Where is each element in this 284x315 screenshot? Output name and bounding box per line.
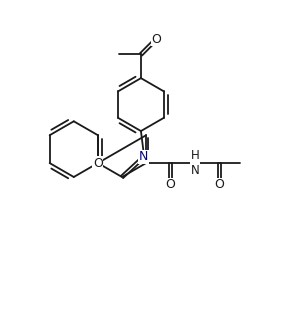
Text: H
N: H N: [191, 149, 199, 177]
Text: O: O: [151, 33, 161, 46]
Text: O: O: [166, 178, 176, 191]
Text: N: N: [139, 151, 149, 163]
Text: O: O: [93, 157, 103, 169]
Text: O: O: [215, 178, 225, 191]
